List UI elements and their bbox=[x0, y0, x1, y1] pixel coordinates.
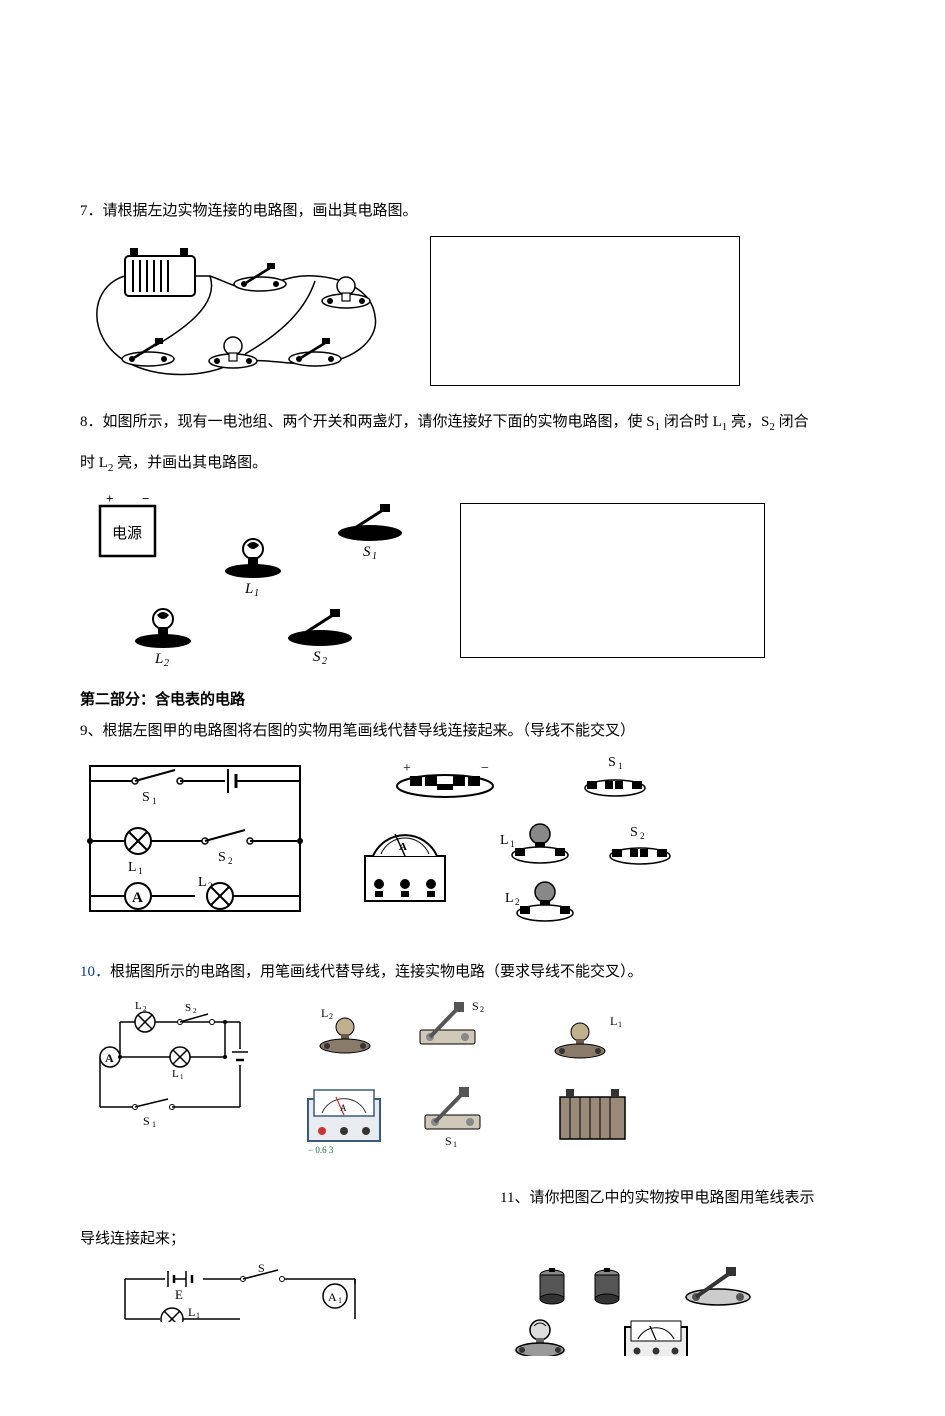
svg-text:A: A bbox=[340, 1103, 347, 1113]
q10-physical: L2 S2 L1 bbox=[290, 997, 685, 1162]
worksheet-page: 7．请根据左边实物连接的电路图，画出其电路图。 bbox=[0, 0, 945, 1416]
svg-text:1: 1 bbox=[138, 866, 143, 876]
svg-text:1: 1 bbox=[152, 796, 157, 806]
svg-text:S: S bbox=[218, 850, 226, 865]
svg-text:S: S bbox=[258, 1264, 265, 1275]
svg-text:S: S bbox=[142, 790, 150, 805]
q11-text-b: 导线连接起来； bbox=[80, 1223, 865, 1256]
svg-text:2: 2 bbox=[322, 656, 327, 667]
q10-text: 10．根据图所示的电路图，用笔画线代替导线，连接实物电路（要求导线不能交叉）。 bbox=[80, 956, 865, 989]
svg-text:2: 2 bbox=[329, 1012, 333, 1021]
q7-row bbox=[80, 236, 865, 386]
q8-number: 8． bbox=[80, 414, 103, 430]
q7-text: 7．请根据左边实物连接的电路图，画出其电路图。 bbox=[80, 195, 865, 228]
svg-text:L: L bbox=[321, 1006, 328, 1020]
svg-text:S: S bbox=[472, 999, 479, 1013]
svg-text:L: L bbox=[172, 1068, 179, 1080]
svg-text:A: A bbox=[132, 890, 143, 906]
svg-text:A: A bbox=[105, 1051, 114, 1065]
q11-row: E S A1 L1 bbox=[80, 1264, 865, 1356]
section2-header: 第二部分：含电表的电路 bbox=[80, 688, 865, 709]
svg-text:2: 2 bbox=[480, 1005, 484, 1014]
svg-text:A: A bbox=[399, 841, 407, 853]
svg-text:S: S bbox=[445, 1134, 452, 1148]
q10-number: 10． bbox=[80, 964, 110, 980]
q7-answer-box bbox=[430, 236, 740, 386]
q11-schematic: E S A1 L1 bbox=[110, 1264, 370, 1322]
svg-text:E: E bbox=[175, 1287, 183, 1302]
q7-number: 7． bbox=[80, 203, 103, 219]
svg-text:L: L bbox=[500, 833, 509, 848]
q11-number: 11、 bbox=[500, 1190, 529, 1206]
svg-text:2: 2 bbox=[640, 831, 645, 841]
svg-text:1: 1 bbox=[180, 1073, 184, 1081]
svg-text:S: S bbox=[363, 544, 371, 560]
svg-text:S: S bbox=[185, 1002, 191, 1014]
svg-text:1: 1 bbox=[338, 1296, 342, 1305]
q9-row: S1 L1 S2 A bbox=[80, 756, 865, 931]
q8-row: + − 电源 L 1 bbox=[80, 488, 865, 668]
svg-text:L: L bbox=[154, 651, 163, 667]
svg-text:2: 2 bbox=[143, 1005, 147, 1013]
svg-text:1: 1 bbox=[453, 1140, 457, 1149]
svg-text:1: 1 bbox=[372, 551, 377, 562]
q8-text-2: 时 L2 亮，并画出其电路图。 bbox=[80, 447, 865, 480]
q8-figure: + − 电源 L 1 bbox=[80, 488, 440, 668]
svg-text:+: + bbox=[403, 761, 411, 776]
svg-text:2: 2 bbox=[515, 897, 520, 907]
svg-text:L: L bbox=[135, 1000, 142, 1012]
svg-text:1: 1 bbox=[618, 1020, 622, 1029]
svg-text:S: S bbox=[143, 1114, 150, 1128]
svg-text:L: L bbox=[128, 860, 137, 875]
q10-row: S1 L2 S2 A bbox=[80, 997, 865, 1162]
svg-text:S: S bbox=[608, 756, 616, 770]
svg-text:−: − bbox=[481, 761, 489, 776]
q8-answer-box bbox=[460, 503, 765, 658]
svg-text:L: L bbox=[505, 891, 514, 906]
svg-text:2: 2 bbox=[228, 856, 233, 866]
q9-physical: + − S1 bbox=[350, 756, 730, 931]
svg-text:L: L bbox=[244, 581, 253, 597]
svg-text:− 0.6 3: − 0.6 3 bbox=[308, 1145, 334, 1155]
q9-text: 9、根据左图甲的电路图将右图的实物用笔画线代替导线连接起来。（导线不能交叉） bbox=[80, 715, 865, 748]
q9-number: 9、 bbox=[80, 723, 103, 739]
svg-text:1: 1 bbox=[254, 588, 259, 599]
svg-text:2: 2 bbox=[193, 1007, 197, 1015]
q7-figure bbox=[80, 236, 410, 386]
q8-text: 8．如图所示，现有一电池组、两个开关和两盏灯，请你连接好下面的实物电路图，使 S… bbox=[80, 406, 865, 439]
svg-text:1: 1 bbox=[152, 1120, 156, 1129]
svg-text:S: S bbox=[630, 825, 638, 840]
svg-text:+: + bbox=[106, 491, 113, 506]
q11-physical bbox=[490, 1264, 810, 1356]
svg-text:A: A bbox=[328, 1290, 337, 1304]
svg-text:电源: 电源 bbox=[112, 525, 142, 542]
svg-text:L: L bbox=[188, 1305, 195, 1319]
q10-schematic: S1 L2 S2 A bbox=[80, 997, 255, 1132]
q11-text-a: 11、请你把图乙中的实物按甲电路图用笔线表示 bbox=[80, 1182, 865, 1215]
svg-text:L: L bbox=[198, 875, 207, 890]
svg-text:2: 2 bbox=[164, 658, 169, 668]
svg-text:−: − bbox=[142, 491, 149, 506]
svg-text:1: 1 bbox=[510, 839, 515, 849]
svg-text:S: S bbox=[313, 649, 321, 665]
svg-text:L: L bbox=[610, 1014, 617, 1028]
q9-schematic: S1 L1 S2 A bbox=[80, 756, 310, 921]
svg-text:1: 1 bbox=[618, 761, 623, 771]
